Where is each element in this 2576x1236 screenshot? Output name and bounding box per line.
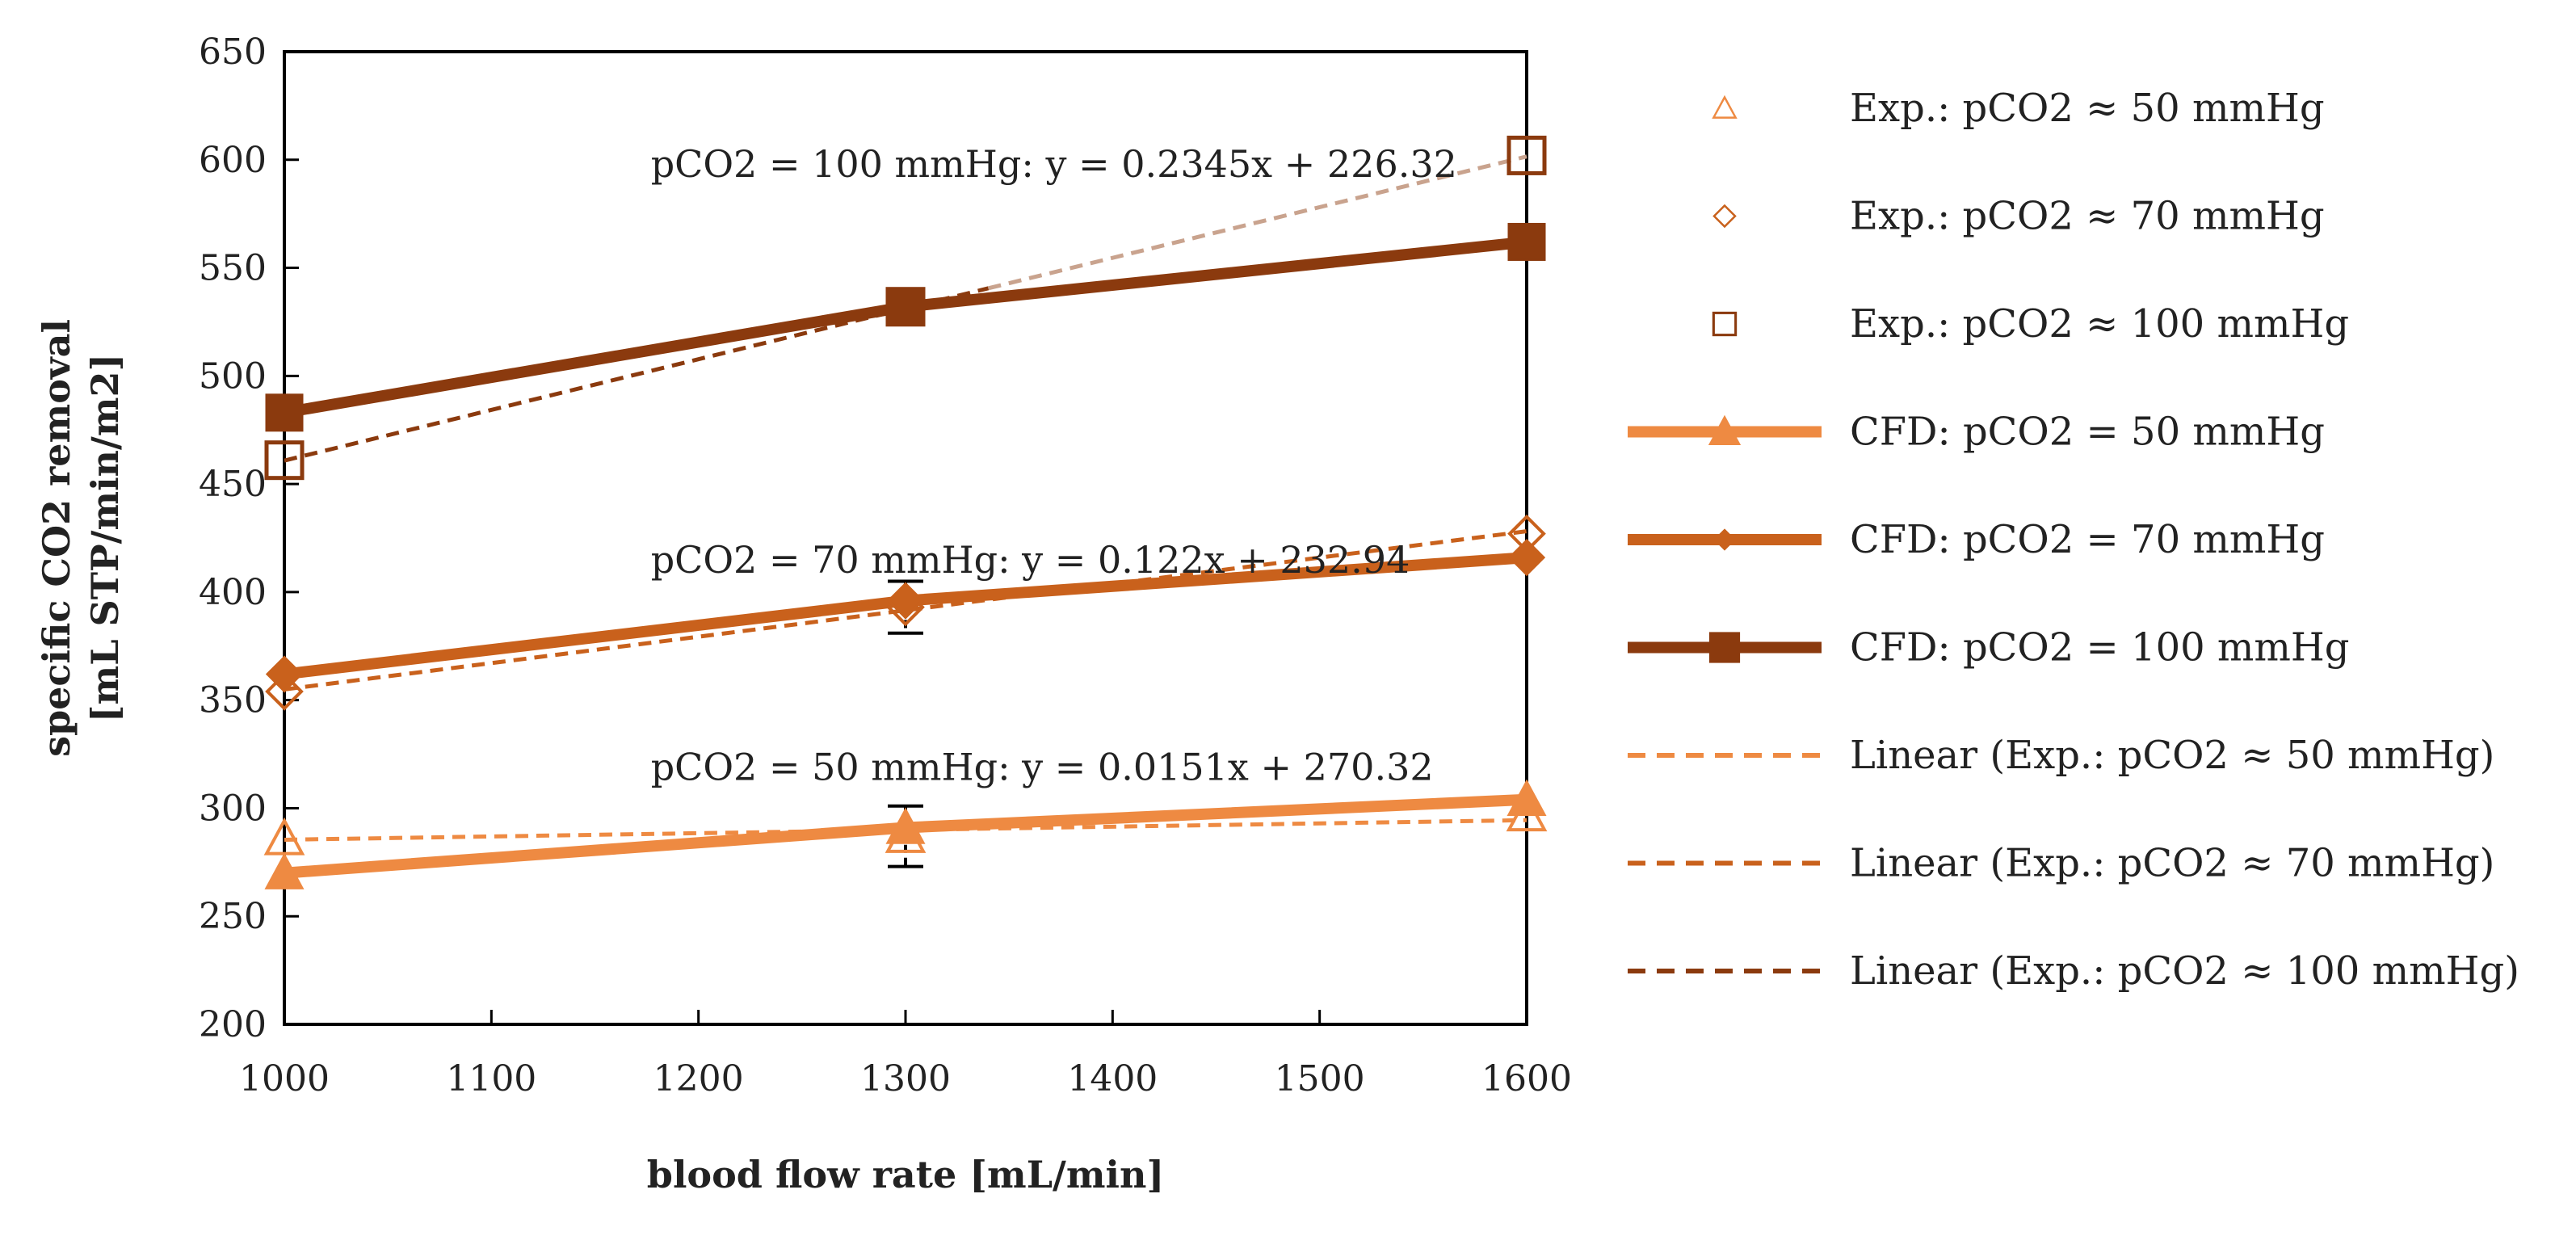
legend-marker: [1712, 204, 1737, 229]
y-tick-label: 300: [199, 788, 267, 829]
legend-marker: [1713, 528, 1736, 551]
y-tick-label: 350: [199, 680, 267, 721]
y-axis-title-line-1: specific CO2 removal: [35, 319, 78, 757]
y-tick-label: 500: [199, 355, 267, 397]
cfd-point: [885, 807, 926, 844]
legend-marker: [1712, 311, 1738, 337]
y-tick-label: 650: [199, 32, 267, 73]
legend-item: Linear (Exp.: pCO2 ≈ 50 mmHg): [1628, 733, 2494, 778]
legend-item: Exp.: pCO2 ≈ 100 mmHg: [1712, 301, 2349, 347]
cfd-point: [265, 393, 304, 432]
annotations-layer: pCO2 = 100 mmHg: y = 0.2345x + 226.32 pCO…: [651, 142, 1457, 788]
cfd-point: [265, 655, 304, 693]
cfd-point: [1507, 779, 1547, 816]
y-tick-label: 400: [199, 572, 267, 613]
legend-item: Linear (Exp.: pCO2 ≈ 100 mmHg): [1628, 948, 2519, 994]
cfd-point: [886, 582, 925, 620]
y-axis-title: specific CO2 removal [mL STP/min/m2]: [35, 319, 127, 757]
legend-label: Exp.: pCO2 ≈ 70 mmHg: [1850, 194, 2325, 239]
cfd-point: [1507, 222, 1546, 261]
legend-label: Exp.: pCO2 ≈ 50 mmHg: [1850, 86, 2325, 131]
markers-layer: [263, 135, 1548, 889]
cfd-point: [1507, 538, 1546, 577]
y-axis-title-line-2: [mL STP/min/m2]: [83, 354, 127, 722]
legend-label: CFD: pCO2 = 50 mmHg: [1850, 410, 2325, 455]
axes-layer: 200 250 300 350 400 450 500 550 600 650 1000 1100 12…: [35, 32, 1572, 1196]
legend-item: Exp.: pCO2 ≈ 70 mmHg: [1712, 194, 2325, 239]
x-tick-label: 1000: [239, 1058, 330, 1099]
legend-label: Linear (Exp.: pCO2 ≈ 100 mmHg): [1850, 948, 2519, 994]
legend-item: Exp.: pCO2 ≈ 50 mmHg: [1712, 86, 2325, 131]
legend-marker: [1708, 414, 1742, 445]
legend-marker: [1712, 95, 1738, 119]
legend-label: Linear (Exp.: pCO2 ≈ 50 mmHg): [1850, 733, 2494, 778]
legend-label: Exp.: pCO2 ≈ 100 mmHg: [1850, 301, 2349, 347]
y-tick-label: 250: [199, 896, 267, 937]
x-axis-title: blood flow rate [mL/min]: [647, 1153, 1164, 1196]
legend-label: Linear (Exp.: pCO2 ≈ 70 mmHg): [1850, 841, 2494, 886]
y-tick-label: 600: [199, 140, 267, 181]
cfd-line-3: [283, 236, 1528, 418]
trend-equation-label: pCO2 = 70 mmHg: y = 0.122x + 232.94: [651, 538, 1410, 582]
x-tick-label: 1400: [1067, 1058, 1158, 1099]
x-tick-label: 1100: [446, 1058, 536, 1099]
x-tick-label: 1600: [1481, 1058, 1572, 1099]
y-tick-label: 200: [199, 1004, 267, 1045]
trendline-100: [284, 286, 990, 463]
cfd-point: [264, 852, 305, 889]
y-tick-label: 550: [199, 248, 267, 289]
legend: Exp.: pCO2 ≈ 50 mmHg Exp.: pCO2 ≈ 70 mmHg…: [1628, 86, 2519, 994]
x-tick-label: 1300: [860, 1058, 951, 1099]
legend-label: CFD: pCO2 = 100 mmHg: [1850, 625, 2350, 671]
legend-item: CFD: pCO2 = 100 mmHg: [1628, 625, 2350, 671]
exp-point: [264, 440, 305, 481]
trendline-100-tail: [987, 154, 1528, 291]
legend-label: CFD: pCO2 = 70 mmHg: [1850, 517, 2325, 562]
legend-marker: [1708, 632, 1741, 663]
exp-point: [1507, 135, 1547, 175]
x-tick-label: 1200: [653, 1058, 744, 1099]
trend-equation-label: pCO2 = 50 mmHg: y = 0.0151x + 270.32: [651, 746, 1434, 789]
y-tick-label: 450: [199, 464, 267, 505]
exp-point: [265, 672, 304, 711]
x-tick-label: 1500: [1275, 1058, 1365, 1099]
cfd-point: [886, 288, 925, 326]
legend-item: CFD: pCO2 = 70 mmHg: [1628, 517, 2325, 562]
trend-equation-label: pCO2 = 100 mmHg: y = 0.2345x + 226.32: [651, 142, 1457, 186]
legend-item: Linear (Exp.: pCO2 ≈ 70 mmHg): [1628, 841, 2494, 886]
legend-item: CFD: pCO2 = 50 mmHg: [1628, 410, 2325, 455]
